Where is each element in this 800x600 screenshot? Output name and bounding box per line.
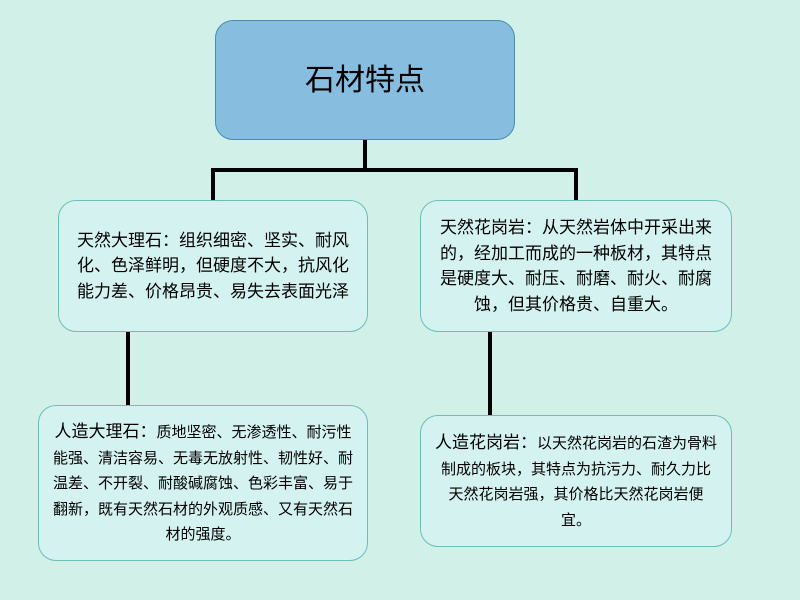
- root-node: 石材特点: [215, 20, 515, 140]
- left-child-text: 天然大理石：组织细密、坚实、耐风化、色泽鲜明，但硬度不大，抗风化能力差、价格昂贵…: [73, 228, 353, 305]
- left-grandchild-text: 人造大理石：质地坚密、无渗透性、耐污性能强、清洁容易、无毒无放射性、韧性好、耐温…: [53, 419, 353, 547]
- right-grandchild-text: 人造花岗岩：以天然花岗岩的石渣为骨料制成的板块，其特点为抗污力、耐久力比天然花岗…: [435, 430, 717, 532]
- right-child-label: 天然花岗岩：: [440, 218, 542, 237]
- root-title: 石材特点: [305, 58, 425, 103]
- left-grandchild-desc: 质地坚密、无渗透性、耐污性能强、清洁容易、无毒无放射性、韧性好、耐温差、不开裂、…: [53, 425, 353, 543]
- right-child-text: 天然花岗岩：从天然岩体中开采出来的，经加工而成的一种板材，其特点是硬度大、耐压、…: [435, 215, 717, 317]
- diagram-canvas: 石材特点 天然大理石：组织细密、坚实、耐风化、色泽鲜明，但硬度不大，抗风化能力差…: [0, 0, 800, 600]
- right-child-node: 天然花岗岩：从天然岩体中开采出来的，经加工而成的一种板材，其特点是硬度大、耐压、…: [420, 200, 732, 332]
- left-grandchild-node: 人造大理石：质地坚密、无渗透性、耐污性能强、清洁容易、无毒无放射性、韧性好、耐温…: [38, 405, 368, 561]
- left-child-label: 天然大理石：: [77, 231, 179, 250]
- left-grandchild-label: 人造大理石：: [54, 422, 156, 441]
- left-child-node: 天然大理石：组织细密、坚实、耐风化、色泽鲜明，但硬度不大，抗风化能力差、价格昂贵…: [58, 200, 368, 332]
- right-grandchild-node: 人造花岗岩：以天然花岗岩的石渣为骨料制成的板块，其特点为抗污力、耐久力比天然花岗…: [420, 415, 732, 547]
- right-grandchild-label: 人造花岗岩：: [435, 433, 537, 452]
